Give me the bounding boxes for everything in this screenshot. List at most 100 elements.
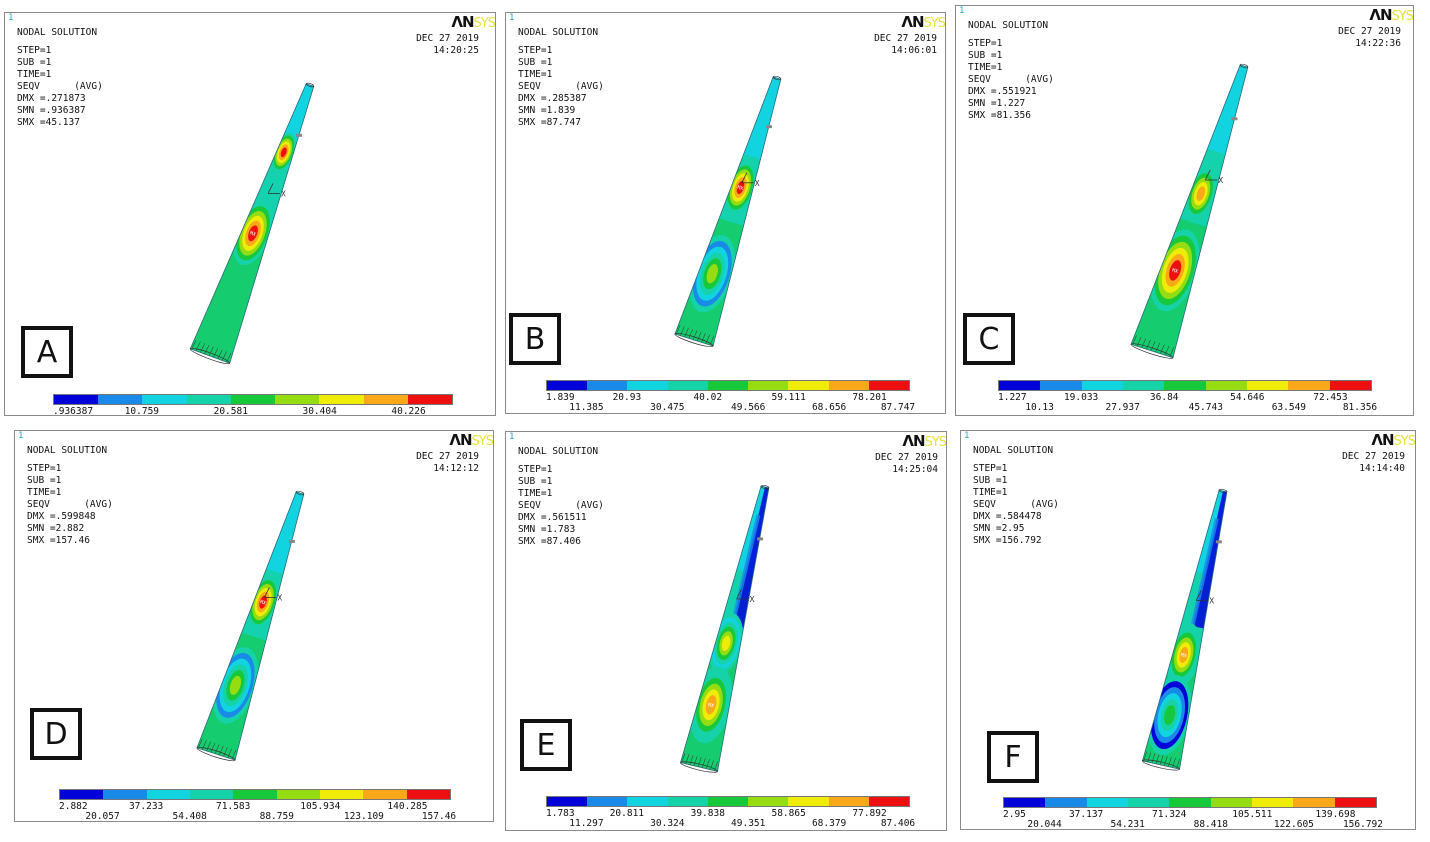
mesh-line <box>697 757 702 767</box>
ansys-logo: ΛNSYS <box>451 13 495 31</box>
legend-swatch <box>363 395 408 404</box>
mesh-line <box>689 755 694 765</box>
load-marker <box>296 133 302 137</box>
legend-swatch <box>1164 381 1206 390</box>
mesh-line <box>681 753 686 763</box>
legend-value: 10.759 <box>124 406 160 416</box>
axis-triad: X <box>1204 169 1223 185</box>
legend-value: 40.226 <box>391 406 426 416</box>
tower-model: MX X <box>674 71 797 348</box>
solution-info-line: STEP=1 <box>27 463 62 474</box>
legend-swatch <box>406 790 450 799</box>
legend-swatch <box>1081 381 1123 390</box>
mesh-line <box>208 346 214 356</box>
solution-info-line: SMX =45.137 <box>17 117 80 128</box>
stress-contour-2 <box>706 264 719 284</box>
legend-swatch <box>788 797 829 806</box>
top-ring <box>760 484 770 490</box>
mesh-line <box>1163 756 1168 766</box>
solution-info-line: DMX =.285387 <box>518 93 587 104</box>
legend-swatch <box>748 797 789 806</box>
top-ring <box>772 75 782 81</box>
contour-legend: .9363875.84810.75915.6720.58125.49230.40… <box>53 394 453 416</box>
contour-legend: 2.882 20.057 37.233 54.408 71.583 88.759 105.9… <box>59 789 456 821</box>
legend-swatch <box>230 395 276 404</box>
legend-swatch <box>1251 798 1294 807</box>
legend-value: 72.453 <box>1313 392 1348 403</box>
legend-swatch <box>60 790 104 799</box>
legend-swatch <box>667 381 708 390</box>
legend-value: 81.356 <box>1342 402 1378 413</box>
legend-value: 105.934 <box>300 801 341 812</box>
legend-swatch <box>186 395 231 404</box>
legend-value: 122.605 <box>1273 819 1314 830</box>
result-panel-b: 1 NODAL SOLUTION STEP=1 SUB =1 TIME=1 SEQV (A… <box>505 12 946 414</box>
legend-value: 19.033 <box>1063 392 1099 403</box>
legend-swatch <box>1210 798 1252 807</box>
legend-color-bar <box>546 380 910 391</box>
mesh-line <box>697 331 702 342</box>
mesh-line <box>206 741 211 752</box>
legend-color-bar <box>546 796 910 807</box>
legend-values: 1.783 11.297 20.811 30.324 39.838 49.351 58.86… <box>546 807 915 830</box>
ansys-logo: ΛNSYS <box>1371 431 1415 449</box>
legend-value: 1.227 <box>998 392 1027 403</box>
solution-info-line: SUB =1 <box>518 57 553 68</box>
triad-x-label: X <box>755 179 760 188</box>
legend-swatch <box>142 395 187 404</box>
legend-value: 1.839 <box>546 392 575 403</box>
mesh-line <box>217 349 223 359</box>
result-panel-d: 1 NODAL SOLUTION STEP=1 SUB =1 TIME=1 SEQV (A… <box>14 430 494 822</box>
mesh-line <box>1141 338 1146 348</box>
legend-value: 63.549 <box>1271 402 1307 413</box>
solution-info-line: SEQV (AVG) <box>518 81 604 92</box>
mesh-line <box>705 334 710 344</box>
logo-an: ΛN <box>902 432 925 450</box>
logo-sys: SYS <box>1391 9 1413 24</box>
result-panel-c: 1 NODAL SOLUTION STEP=1 SUB =1 TIME=1 SEQV (A… <box>955 5 1414 416</box>
legend-value: 30.404 <box>302 406 337 416</box>
tower-shell: MX <box>1130 59 1265 359</box>
solution-info-line: STEP=1 <box>968 38 1003 49</box>
legend-values: .9363875.84810.75915.6720.58125.49230.40… <box>53 405 453 416</box>
logo-sys: SYS <box>1393 434 1415 449</box>
mesh-line <box>1136 336 1142 347</box>
timestamp: DEC 27 2019 14:14:40 <box>1342 451 1405 475</box>
legend-value: 140.285 <box>387 801 428 812</box>
load-marker <box>288 539 295 543</box>
legend-value: 20.93 <box>612 392 642 403</box>
legend-value: 49.351 <box>731 818 766 829</box>
legend-value: 87.747 <box>880 402 916 413</box>
timestamp: DEC 27 2019 14:25:04 <box>875 452 938 476</box>
load-marker <box>766 125 773 129</box>
solution-info-line: SMX =157.46 <box>27 535 90 546</box>
mesh-line <box>223 747 228 757</box>
solution-info-line: SEQV (AVG) <box>27 499 113 510</box>
base-ring <box>1130 343 1174 359</box>
legend-values: 2.882 20.057 37.233 54.408 71.583 88.759 105.9… <box>59 800 456 821</box>
legend-value: 45.743 <box>1188 402 1223 413</box>
mx-marker: MX <box>707 702 714 709</box>
top-ring <box>295 490 305 496</box>
timestamp: DEC 27 2019 14:12:12 <box>416 451 479 475</box>
mx-marker: MX <box>1180 652 1187 659</box>
ansys-logo: ΛNSYS <box>902 432 946 450</box>
legend-value: 37.137 <box>1068 809 1104 820</box>
mesh-line <box>688 329 694 339</box>
tower-shell: MX <box>680 482 784 773</box>
tower-shell: MX <box>189 77 330 365</box>
mx-marker: MX <box>259 599 267 607</box>
legend-swatch <box>103 790 147 799</box>
legend-swatch <box>1329 381 1371 390</box>
legend-swatch <box>1169 798 1211 807</box>
timestamp: DEC 27 2019 14:20:25 <box>416 33 479 57</box>
legend-value: 1.783 <box>546 808 575 819</box>
result-panel-a: 1 NODAL SOLUTION STEP=1 SUB =1 TIME=1 SEQV (A… <box>4 12 496 416</box>
ansys-logo: ΛNSYS <box>449 431 493 449</box>
solution-info-line: SUB =1 <box>968 50 1003 61</box>
solution-title: NODAL SOLUTION <box>518 446 599 457</box>
solution-info-line: STEP=1 <box>518 464 553 475</box>
tower-shell: MX <box>674 71 797 348</box>
legend-swatch <box>828 381 869 390</box>
date-label: DEC 27 2019 <box>416 451 479 462</box>
